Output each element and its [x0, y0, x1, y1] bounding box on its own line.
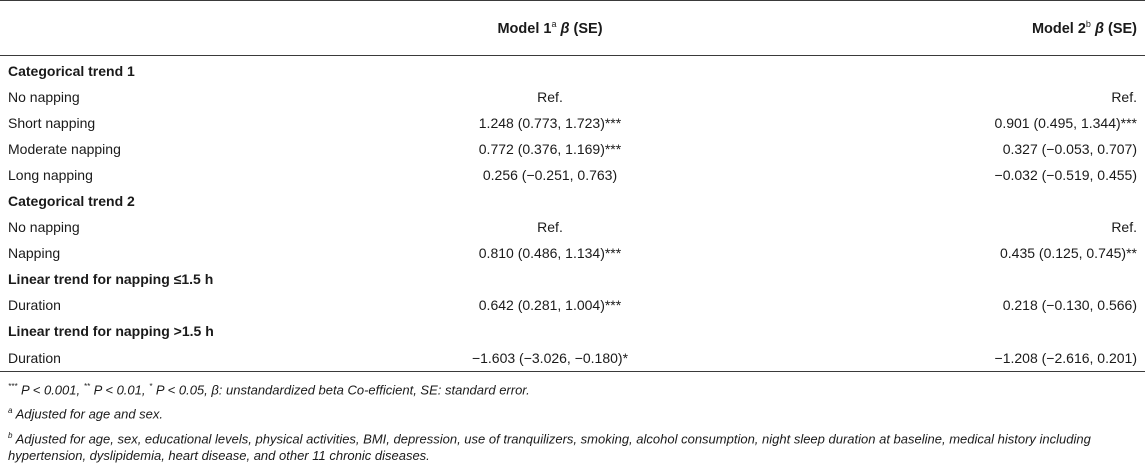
model2-value: 0.435 (0.125, 0.745)** — [1000, 245, 1137, 261]
model1-value: −1.603 (−3.026, −0.180)* — [350, 344, 750, 372]
header-model1: Model 1a β (SE) — [350, 0, 750, 56]
model2-beta: β — [1094, 20, 1104, 37]
row-label: No napping — [8, 219, 80, 235]
model2-label: Model 2 — [1031, 20, 1086, 37]
model1-value: 0.810 (0.486, 1.134)*** — [478, 245, 622, 261]
section-row: Categorical trend 1 — [0, 56, 1145, 85]
model2-value — [750, 266, 1145, 292]
model1-value: 1.248 (0.773, 1.723)*** — [478, 115, 622, 131]
model2-value: Ref. — [1111, 89, 1137, 105]
model2-value — [750, 318, 1145, 344]
model1-value — [350, 188, 750, 214]
model1-sup: a — [551, 19, 557, 30]
header-variable — [0, 0, 350, 56]
table-row: Napping 0.810 (0.486, 1.134)*** 0.435 (0… — [0, 240, 1145, 266]
table-footnotes: *** P < 0.001, ** P < 0.01, * P < 0.05, … — [0, 372, 1145, 464]
sig-text-3: P < 0.05, β: unstandardized beta Co-effi… — [152, 382, 530, 398]
table-row: Long napping 0.256 (−0.251, 0.763) −0.03… — [0, 162, 1145, 188]
row-label: Categorical trend 2 — [8, 193, 135, 209]
model1-value: Ref. — [537, 219, 563, 235]
model2-value — [750, 188, 1145, 214]
row-label: Long napping — [8, 167, 93, 183]
model1-value — [350, 56, 750, 85]
model2-value: 0.901 (0.495, 1.344)*** — [994, 115, 1137, 131]
sig-sup-1: *** — [8, 382, 18, 391]
table-header-row: Model 1a β (SE) Model 2b β (SE) — [0, 0, 1145, 56]
row-label: Categorical trend 1 — [8, 63, 135, 79]
model2-sup: b — [1085, 19, 1091, 30]
sig-sup-2: ** — [83, 382, 90, 391]
table-row: No napping Ref. Ref. — [0, 84, 1145, 110]
sig-text-2: P < 0.01, — [89, 382, 150, 398]
table-row: Moderate napping 0.772 (0.376, 1.169)***… — [0, 136, 1145, 162]
footnote-b: b Adjusted for age, sex, educational lev… — [8, 427, 1137, 464]
section-row: Linear trend for napping >1.5 h — [0, 318, 1145, 344]
row-label: Short napping — [8, 115, 96, 131]
row-label: Duration — [8, 297, 61, 313]
model1-value: 0.642 (0.281, 1.004)*** — [478, 297, 622, 313]
model2-value: 0.218 (−0.130, 0.566) — [1002, 297, 1137, 313]
model1-value — [350, 318, 750, 344]
sig-sup-3: * — [149, 382, 153, 391]
row-label: Linear trend for napping ≤1.5 h — [8, 271, 214, 287]
significance-note: *** P < 0.001, ** P < 0.01, * P < 0.05, … — [8, 378, 1137, 398]
model1-value — [350, 266, 750, 292]
row-label: Duration — [0, 344, 350, 372]
header-model2: Model 2b β (SE) — [750, 0, 1145, 56]
model2-se: (SE) — [1108, 20, 1137, 37]
model1-value: Ref. — [537, 89, 563, 105]
row-label: Linear trend for napping >1.5 h — [8, 323, 214, 339]
table-row: Short napping 1.248 (0.773, 1.723)*** 0.… — [0, 110, 1145, 136]
model2-value: −0.032 (−0.519, 0.455) — [994, 167, 1137, 183]
section-row: Categorical trend 2 — [0, 188, 1145, 214]
table-row: Duration 0.642 (0.281, 1.004)*** 0.218 (… — [0, 292, 1145, 318]
footnote-a-text: Adjusted for age and sex. — [12, 406, 164, 422]
model2-value: Ref. — [1111, 219, 1137, 235]
footnote-a: a Adjusted for age and sex. — [8, 402, 1137, 422]
table-row: No napping Ref. Ref. — [0, 214, 1145, 240]
table-row: Duration −1.603 (−3.026, −0.180)* −1.208… — [0, 344, 1145, 372]
model1-value: 0.772 (0.376, 1.169)*** — [478, 141, 622, 157]
section-row: Linear trend for napping ≤1.5 h — [0, 266, 1145, 292]
model1-beta: β — [560, 20, 570, 37]
model2-value: 0.327 (−0.053, 0.707) — [1002, 141, 1137, 157]
footnote-b-text: Adjusted for age, sex, educational level… — [8, 430, 1091, 463]
sig-text-1: P < 0.001, — [17, 382, 84, 398]
regression-table: Model 1a β (SE) Model 2b β (SE) Categori… — [0, 0, 1145, 372]
footnote-b-sup: b — [8, 430, 13, 440]
row-label: Moderate napping — [8, 141, 121, 157]
model1-se: (SE) — [573, 20, 603, 37]
model2-value: −1.208 (−2.616, 0.201) — [750, 344, 1145, 372]
row-label: Napping — [8, 245, 61, 261]
model2-value — [750, 56, 1145, 85]
model1-label: Model 1 — [497, 20, 552, 37]
row-label: No napping — [8, 89, 80, 105]
footnote-a-sup: a — [8, 406, 13, 416]
model1-value: 0.256 (−0.251, 0.763) — [482, 167, 618, 183]
